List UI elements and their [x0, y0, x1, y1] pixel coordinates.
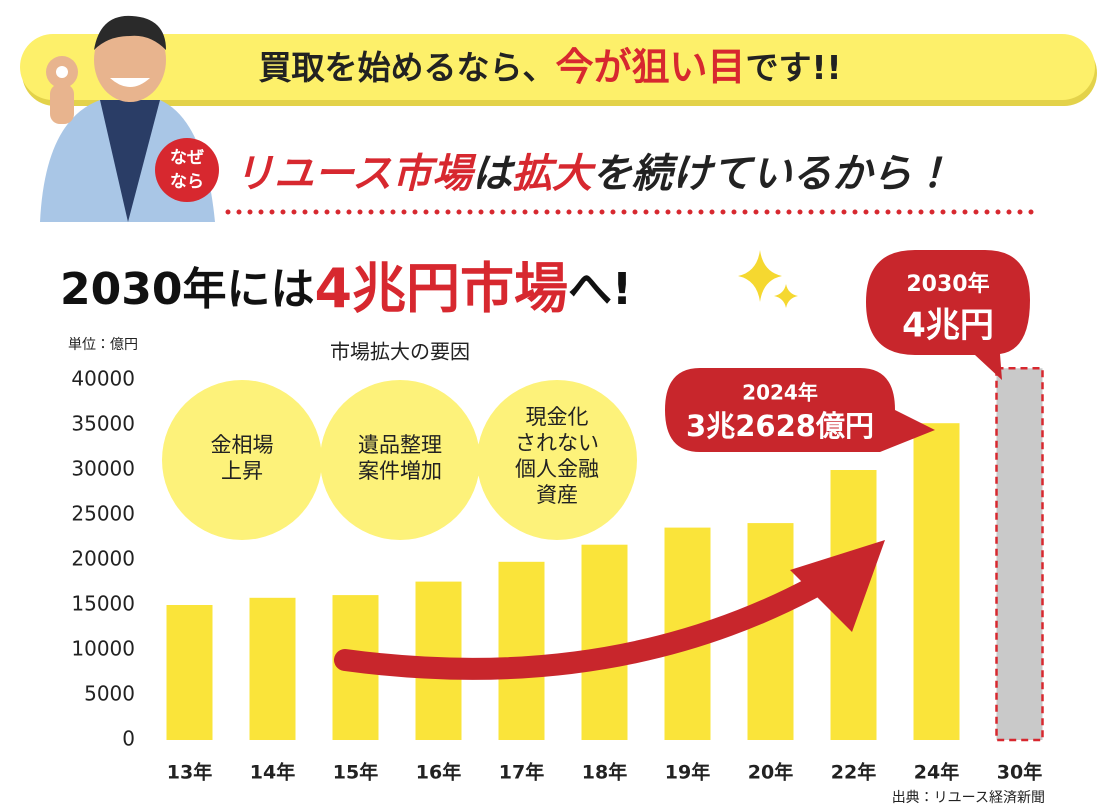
callout-text: 4兆円 — [902, 306, 994, 346]
factor-text: 遺品整理 — [358, 433, 442, 457]
headline-part: へ! — [568, 264, 632, 315]
headline-part: 2030年には — [60, 264, 314, 315]
x-tick-label: 20年 — [748, 761, 793, 784]
bar — [995, 367, 1044, 742]
x-tick-label: 14年 — [250, 761, 295, 784]
y-tick-label: 20000 — [71, 547, 135, 571]
reason-highlight: リユース市場 — [234, 151, 477, 197]
y-axis-unit: 単位：億円 — [68, 337, 138, 353]
source: 出典：リユース経済新聞 — [892, 790, 1045, 806]
factor-circle — [320, 380, 480, 540]
factor-text: されない — [515, 431, 599, 455]
y-tick-label: 15000 — [71, 592, 135, 616]
x-tick-label: 18年 — [582, 761, 627, 784]
bar — [747, 523, 794, 740]
badge-text: なぜ — [170, 148, 204, 168]
person-photo — [40, 15, 215, 222]
callout — [665, 368, 935, 452]
banner-part: です!! — [745, 48, 841, 87]
y-tick-label: 35000 — [71, 412, 135, 436]
y-tick-label: 10000 — [71, 637, 135, 661]
y-tick-label: 5000 — [84, 682, 135, 706]
reason-part: は — [472, 151, 516, 197]
headline-highlight: 4兆円市場 — [314, 257, 568, 320]
callout-text: 2030年 — [906, 271, 989, 297]
bar — [249, 597, 296, 740]
factors-title: 市場拡大の要因 — [330, 340, 470, 364]
headline: 2030年には4兆円市場へ! — [60, 257, 632, 320]
factor-text: 上昇 — [221, 459, 263, 483]
bar — [498, 561, 545, 740]
bar — [913, 423, 960, 740]
growth-arrow — [334, 549, 871, 680]
y-axis: 0 5000 10000 15000 20000 25000 30000 35000 40000 — [71, 367, 135, 751]
bars: 13年 14年 15年 16年 17年 18年 19年 20年 22年 24年 30年 — [166, 367, 1044, 784]
reason-part: を続けているから！ — [592, 151, 952, 197]
growth-arrow-head — [790, 540, 885, 632]
x-tick-label: 16年 — [416, 761, 461, 784]
callout — [866, 250, 1030, 380]
y-tick-label: 0 — [122, 727, 135, 751]
factor-text: 金相場 — [211, 433, 274, 457]
banner-highlight: 今が狙い目 — [555, 45, 745, 89]
factor-circle — [162, 380, 322, 540]
y-tick-label: 25000 — [71, 502, 135, 526]
banner-part: 買取を始めるなら、 — [258, 48, 555, 87]
factor-text: 資産 — [536, 483, 578, 507]
badge-text: なら — [170, 172, 204, 192]
reason-highlight: 拡大 — [512, 151, 597, 197]
x-tick-label: 30年 — [997, 761, 1042, 784]
y-tick-label: 30000 — [71, 457, 135, 481]
callout-text: 2024年 — [742, 381, 818, 405]
sparkles — [738, 250, 798, 308]
factor-text: 個人金融 — [515, 457, 599, 481]
reason-text: リユース市場は拡大を続けているから！ — [234, 151, 952, 197]
bar — [166, 605, 213, 740]
factor-circle — [477, 380, 637, 540]
x-tick-label: 24年 — [914, 761, 959, 784]
y-tick-label: 40000 — [71, 367, 135, 391]
x-tick-label: 19年 — [665, 761, 710, 784]
x-tick-label: 15年 — [333, 761, 378, 784]
banner — [20, 34, 1095, 100]
factor-text: 現金化 — [526, 405, 589, 429]
banner-text: 買取を始めるなら、今が狙い目です!! — [258, 45, 841, 89]
badge — [155, 138, 219, 202]
x-tick-label: 13年 — [167, 761, 212, 784]
factor-text: 案件増加 — [358, 459, 442, 483]
callout-text: 3兆2628億円 — [686, 409, 874, 443]
x-tick-label: 22年 — [831, 761, 876, 784]
bar — [581, 544, 628, 740]
x-tick-label: 17年 — [499, 761, 544, 784]
